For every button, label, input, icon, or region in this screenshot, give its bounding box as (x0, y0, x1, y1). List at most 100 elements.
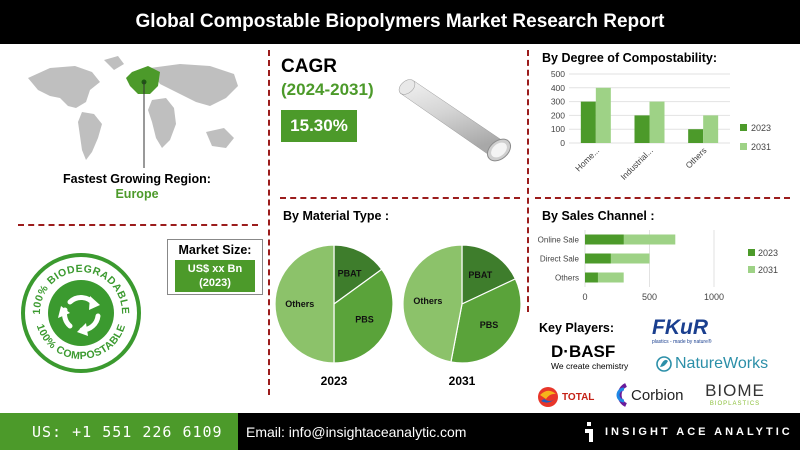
divider-mid-horizontal (280, 197, 520, 199)
y-tick-label: Online Sale (538, 236, 580, 245)
bar (585, 234, 676, 245)
pie-slice-label: PBAT (468, 270, 492, 280)
fkur-logo: FKuR plastics - made by nature® (652, 317, 714, 347)
biodegradable-seal-icon: 100% BIODEGRADABLE 100% COMPOSTABLE (21, 253, 141, 373)
footer-brand: INSIGHT ACE ANALYTIC (583, 413, 793, 450)
insightace-logo-icon (585, 421, 593, 442)
footer-brand-name: INSIGHT ACE ANALYTIC (605, 425, 793, 438)
fastest-growing-region: Fastest Growing Region: Europe (62, 172, 212, 202)
legend-label: 2023 (751, 123, 771, 133)
biome-wordmark: BIOME (705, 381, 765, 400)
x-tick-label: Others (683, 145, 708, 170)
cagr-period: (2024-2031) (281, 80, 374, 99)
pie-slice (450, 278, 522, 364)
pie-slice-label: Others (413, 296, 442, 306)
total-logo: TOTAL (536, 384, 606, 410)
natureworks-leaf-icon (656, 356, 672, 372)
divider-right (527, 50, 529, 312)
bar (585, 272, 598, 283)
pie-year-label: 2031 (449, 374, 476, 388)
report-title: Global Compostable Biopolymers Market Re… (0, 0, 800, 44)
legend-swatch (740, 124, 747, 131)
market-size-label: Market Size: (178, 243, 252, 257)
bar (580, 101, 596, 143)
y-tick-label: 400 (551, 83, 565, 93)
pie-slice (333, 268, 394, 364)
cagr-value: 15.30% (281, 110, 357, 142)
market-size-value-line2: (2023) (199, 277, 231, 289)
y-tick-label: 200 (551, 110, 565, 120)
biome-logo: BIOME BIOPLASTICS (699, 382, 771, 410)
corbion-logo: Corbion (612, 381, 692, 409)
natureworks-wordmark: NatureWorks (675, 355, 769, 372)
bar (585, 253, 650, 264)
world-map-icon (28, 56, 238, 168)
legend-label: 2031 (758, 265, 778, 275)
y-tick-label: 0 (560, 138, 565, 148)
compostability-bar-chart: 0 100 200 300 400 500 Home... Industrial... Othe… (551, 69, 771, 182)
legend-swatch (748, 249, 755, 256)
pie-slice (333, 244, 383, 306)
sales-channel-bar-chart: 0 500 1000 Online Sale Direct Sale Others 2023… (538, 230, 778, 302)
legend-label: 2031 (751, 142, 771, 152)
y-tick-label: 300 (551, 97, 565, 107)
divider-left-horizontal (18, 224, 258, 226)
legend-swatch (748, 266, 755, 273)
x-tick-label: 1000 (704, 292, 724, 302)
compostability-chart-title: By Degree of Compostability: (542, 51, 718, 65)
y-tick-label: 500 (551, 69, 565, 79)
pie-slice (402, 244, 463, 363)
bar (688, 129, 704, 143)
x-tick-label: Industrial... (618, 145, 654, 181)
market-size-value-line1: US$ xx Bn (187, 263, 243, 275)
bar (649, 101, 665, 143)
bioplastic-pipe-icon (398, 79, 512, 162)
cagr-title: CAGR (281, 56, 337, 77)
pie-slice-label: Others (285, 299, 314, 309)
pie-slice-label: PBS (355, 315, 374, 325)
basf-tagline: We create chemistry (551, 361, 629, 371)
footer-email[interactable]: Email: info@insightaceanalytic.com (238, 413, 800, 450)
basf-logo: D·BASF We create chemistry (551, 343, 631, 375)
pie-slice-label: PBS (480, 320, 499, 330)
bar (634, 115, 650, 143)
biome-tagline: BIOPLASTICS (709, 401, 761, 407)
divider-left (268, 50, 270, 395)
total-wordmark: TOTAL (562, 391, 595, 403)
bar (595, 87, 611, 143)
region-label: Fastest Growing Region: (63, 172, 211, 186)
key-players-title: Key Players: (539, 321, 615, 335)
divider-right-horizontal (535, 197, 790, 199)
x-tick-label: Home... (573, 145, 601, 173)
basf-wordmark: BASF (568, 342, 616, 361)
x-tick-label: 0 (582, 292, 587, 302)
natureworks-logo: NatureWorks (655, 353, 775, 375)
material-pie-charts: PBAT PBS Others 2023 PBAT PBS Others 2031 (274, 244, 522, 388)
fkur-tagline: plastics - made by nature® (652, 339, 712, 345)
footer-phone[interactable]: US: +1 551 226 6109 (0, 413, 238, 450)
corbion-wordmark: Corbion (631, 386, 684, 404)
y-tick-label: Direct Sale (540, 255, 580, 264)
legend-label: 2023 (758, 248, 778, 258)
x-tick-label: 500 (642, 292, 657, 302)
pie-slice-label: PBAT (338, 269, 362, 279)
material-chart-title: By Material Type : (283, 209, 390, 223)
y-tick-label: Others (555, 274, 579, 283)
pie-slice (461, 244, 517, 305)
bar (703, 115, 719, 143)
market-size-box: Market Size: US$ xx Bn (2023) (167, 239, 263, 295)
pie-slice (274, 244, 335, 364)
bar (585, 272, 624, 283)
pie-year-label: 2023 (321, 374, 348, 388)
market-size-value: US$ xx Bn (2023) (175, 260, 255, 292)
y-tick-label: 100 (551, 124, 565, 134)
bar (585, 234, 624, 245)
region-value: Europe (115, 187, 159, 201)
total-sphere-icon (538, 387, 558, 407)
sales-chart-title: By Sales Channel : (542, 209, 655, 223)
corbion-c-icon (616, 383, 628, 407)
basf-prefix: D· (551, 342, 569, 361)
legend-swatch (740, 143, 747, 150)
bar (585, 253, 611, 264)
fkur-wordmark: FKuR (652, 316, 708, 339)
